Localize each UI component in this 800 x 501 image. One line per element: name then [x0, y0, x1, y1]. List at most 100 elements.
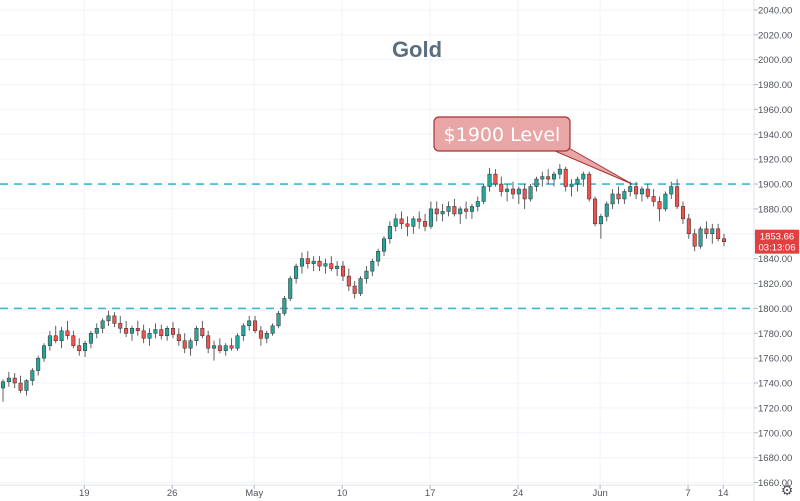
y-tick-label: 1720.00	[758, 403, 792, 414]
candle	[24, 379, 29, 396]
candle	[405, 216, 410, 237]
candle-body-down	[118, 323, 123, 329]
candle-body-up	[569, 183, 574, 187]
candle	[710, 223, 715, 244]
y-tick-label: 2000.00	[758, 55, 792, 66]
candle	[153, 323, 158, 339]
candle-body-down	[65, 330, 70, 337]
callout-text: $1900 Level	[444, 124, 561, 146]
candle	[616, 186, 621, 204]
candle	[540, 171, 545, 187]
candle-body-down	[587, 173, 592, 200]
candle	[546, 169, 551, 185]
candle	[645, 184, 650, 199]
chart-title: Gold	[392, 37, 442, 62]
candle-body-down	[464, 208, 469, 212]
grid	[0, 0, 754, 485]
candle-body-down	[651, 196, 656, 202]
candle	[100, 318, 105, 334]
candle	[563, 166, 568, 192]
candle-body-up	[276, 313, 281, 327]
candle	[505, 184, 510, 202]
candle	[18, 375, 23, 393]
candle	[604, 201, 609, 222]
candle	[12, 373, 17, 388]
candle-body-down	[634, 186, 639, 195]
candle	[399, 211, 404, 229]
candle	[657, 196, 662, 222]
candle	[47, 330, 52, 351]
candle	[628, 181, 633, 197]
candle-body-up	[516, 188, 521, 195]
candle-body-down	[141, 330, 146, 339]
y-tick-label: 1980.00	[758, 80, 792, 91]
candle	[434, 201, 439, 222]
candle-body-up	[411, 218, 416, 227]
callout-pointer-cover	[548, 143, 562, 150]
candle-body-up	[469, 206, 474, 212]
candle	[88, 330, 93, 349]
candle-body-up	[47, 335, 52, 346]
candle	[299, 252, 304, 274]
candle-body-up	[129, 328, 134, 334]
candle-body-down	[616, 193, 621, 200]
candle-body-up	[628, 186, 633, 192]
candle-body-up	[698, 228, 703, 247]
x-tick-label: Jun	[592, 488, 607, 499]
candle	[59, 327, 64, 349]
candle	[106, 310, 111, 326]
candle-body-up	[534, 178, 539, 187]
candle-body-up	[30, 370, 35, 381]
candle-body-down	[423, 221, 428, 227]
candle-body-down	[645, 188, 650, 197]
candle	[83, 340, 88, 357]
candle	[147, 328, 152, 346]
candle	[77, 338, 82, 356]
x-tick-label: 7	[685, 488, 690, 499]
settings-gear-icon[interactable]: ⚙	[780, 482, 794, 498]
candle-body-up	[581, 173, 586, 180]
candle-body-up	[188, 340, 193, 349]
candle	[170, 322, 176, 339]
candle-body-up	[364, 270, 369, 279]
candle	[452, 198, 457, 217]
candle-body-up	[382, 238, 387, 252]
candle	[469, 203, 474, 219]
x-axis[interactable]: 19 26 May 10 17 24 Jun 7 14	[0, 484, 754, 499]
annotation-callout[interactable]: $1900 Level	[433, 116, 633, 185]
candle	[639, 186, 644, 202]
candle-body-up	[335, 265, 340, 269]
candle	[581, 171, 586, 187]
candle-body-up	[223, 345, 228, 351]
candle-body-down	[340, 265, 345, 277]
candle	[411, 216, 416, 234]
candle-body-down	[399, 218, 404, 225]
y-tick-label: 1900.00	[758, 180, 792, 191]
candle	[270, 323, 275, 336]
candle-body-up	[147, 333, 152, 339]
y-tick-label: 2020.00	[758, 30, 792, 41]
candle-body-up	[288, 278, 293, 299]
candle	[282, 295, 287, 316]
candle-body-down	[317, 260, 322, 267]
candle	[692, 228, 697, 252]
candle	[311, 256, 316, 272]
candle-body-up	[475, 201, 480, 207]
candle	[53, 325, 58, 344]
candle	[487, 167, 492, 192]
candle-body-down	[680, 206, 685, 220]
candle	[6, 371, 11, 387]
candle	[704, 221, 709, 239]
candle	[188, 338, 193, 356]
candle-body-down	[704, 228, 709, 235]
candle-body-down	[546, 176, 551, 180]
x-tick-label: 26	[167, 488, 178, 499]
candle-body-up	[393, 218, 398, 227]
horizontal-grid-lines	[0, 9, 754, 484]
candle-body-up	[663, 193, 668, 210]
x-tick-label: 10	[337, 488, 348, 499]
candle-body-up	[24, 380, 29, 391]
candle	[382, 236, 387, 257]
y-tick-label: 1820.00	[758, 279, 792, 290]
